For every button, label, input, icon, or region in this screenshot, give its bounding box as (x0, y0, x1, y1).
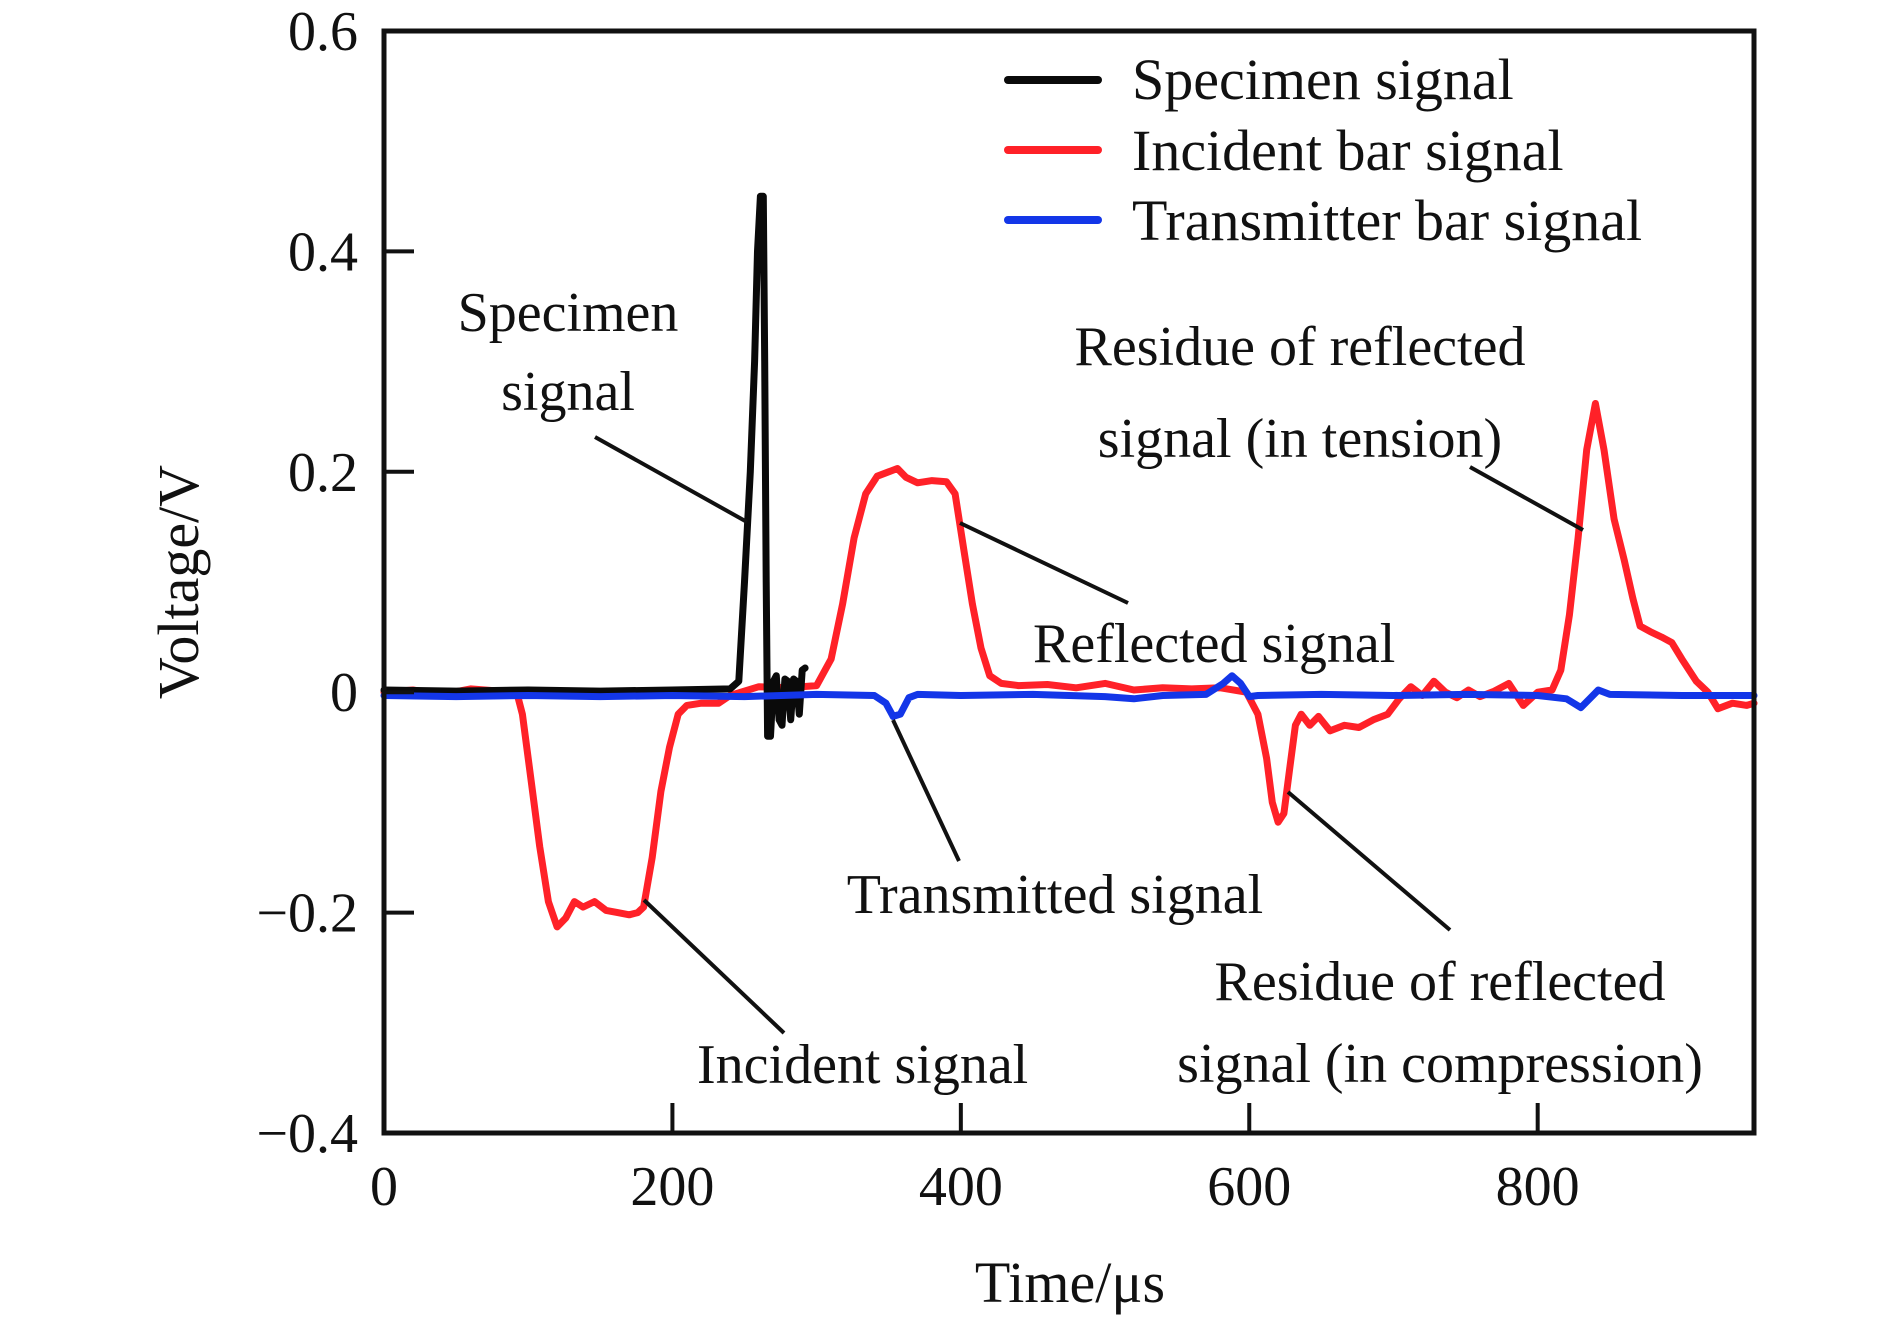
series-line-specimen-signal (380, 192, 809, 740)
x-tick-label: 600 (1207, 1156, 1291, 1218)
x-tick-label: 0 (370, 1156, 398, 1218)
x-tick-label: 200 (630, 1156, 714, 1218)
legend-label-incident: Incident bar signal (1132, 118, 1564, 183)
annotation-transmitted: Transmitted signal (847, 864, 1263, 926)
annotation-compression-line-1: Residue of reflected (1215, 951, 1666, 1013)
axis-ticks: 0 200 400 600 800 −0.4 −0.2 0 0.2 0.4 0.6 (256, 1, 1579, 1218)
x-axis-title: Time/μs (975, 1250, 1165, 1315)
annotation-incident: Incident signal (697, 1034, 1028, 1096)
leader-incident (642, 898, 786, 1035)
legend-item-transmitter: Transmitter bar signal (1004, 188, 1642, 253)
legend-item-specimen: Specimen signal (1004, 47, 1514, 112)
y-tick-label: 0 (330, 662, 358, 724)
annotation-specimen: Specimen signal (458, 282, 679, 423)
leader-compression (1286, 790, 1452, 932)
annotation-incident-line-1: Incident signal (697, 1034, 1028, 1096)
leader-transmitted (891, 719, 961, 862)
y-tick-label: 0.6 (288, 1, 358, 63)
plot-frame (381, 28, 1757, 1136)
y-tick-label: −0.4 (256, 1103, 358, 1165)
annotation-tension-line-1: Residue of reflected (1075, 316, 1526, 378)
annotation-transmitted-line-1: Transmitted signal (847, 864, 1263, 926)
annotation-tension: Residue of reflected signal (in tension) (1075, 316, 1526, 470)
annotation-reflected-line-1: Reflected signal (1033, 613, 1395, 675)
annotation-compression: Residue of reflected signal (in compress… (1177, 951, 1703, 1095)
y-tick-label: 0.4 (288, 221, 358, 283)
annotation-specimen-line-1: Specimen (458, 282, 679, 344)
annotation-compression-line-2: signal (in compression) (1177, 1033, 1703, 1095)
leader-tension (1469, 465, 1584, 532)
series-layer (380, 192, 1758, 931)
annotation-tension-line-2: signal (in tension) (1098, 408, 1502, 470)
x-tick-label: 800 (1496, 1156, 1580, 1218)
legend-item-incident: Incident bar signal (1004, 118, 1564, 183)
y-tick-label: 0.2 (288, 442, 358, 504)
annotation-specimen-line-2: signal (501, 361, 635, 423)
legend-label-specimen: Specimen signal (1132, 47, 1514, 112)
legend: Specimen signal Incident bar signal Tran… (1004, 47, 1642, 253)
annotation-reflected: Reflected signal (1033, 613, 1395, 675)
annotation-leaders (594, 435, 1584, 1035)
x-tick-label: 400 (919, 1156, 1003, 1218)
y-tick-label: −0.2 (256, 883, 358, 945)
series-line-transmitter-bar-signal (380, 672, 1758, 720)
y-axis-title: Voltage/V (146, 465, 211, 699)
leader-reflected (959, 521, 1129, 605)
legend-label-transmitter: Transmitter bar signal (1132, 188, 1642, 253)
leader-specimen (594, 435, 748, 524)
series-line-incident-bar-signal (380, 400, 1758, 931)
